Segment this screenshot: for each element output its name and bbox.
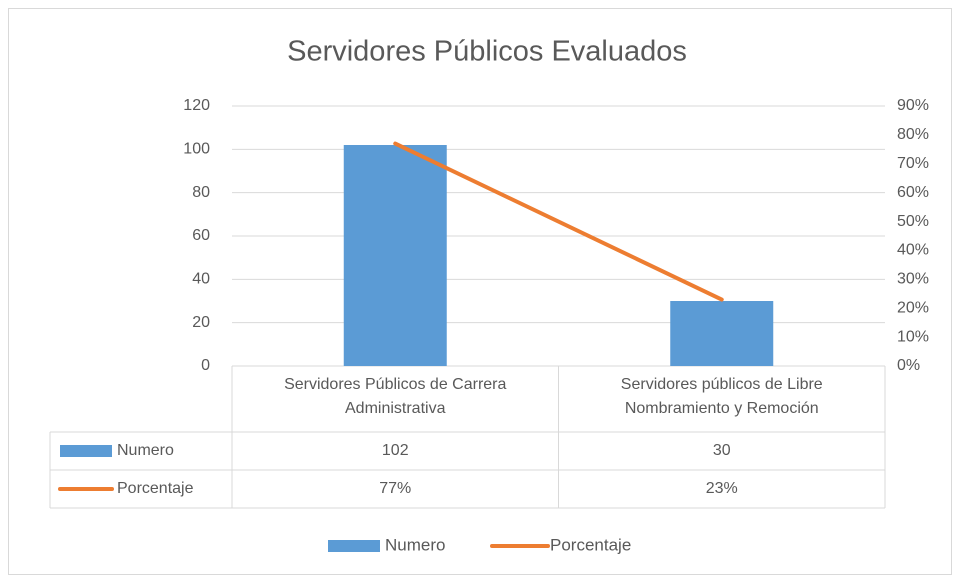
y-tick-label: 120 — [183, 97, 210, 114]
table-cell: 30 — [713, 442, 731, 459]
y2-tick-label: 30% — [897, 271, 929, 288]
y2-tick-label: 60% — [897, 184, 929, 201]
y-tick-label: 80 — [192, 184, 210, 201]
table-row-header: Porcentaje — [117, 480, 194, 497]
bar — [343, 145, 447, 366]
table-cell: 77% — [379, 480, 411, 497]
y2-tick-label: 40% — [897, 242, 929, 259]
legend-key — [60, 445, 112, 457]
table-cell: 102 — [382, 442, 409, 459]
x-tick-label: Servidores públicos de Libre Nombramient… — [620, 376, 823, 417]
chart-title: Servidores Públicos Evaluados — [287, 36, 687, 68]
y2-tick-label: 80% — [897, 126, 929, 143]
y-tick-label: 60 — [192, 227, 210, 244]
chart-border — [8, 8, 952, 575]
table-row-header: Numero — [117, 442, 174, 459]
y-tick-label: 20 — [192, 314, 210, 331]
table-cell: 23% — [706, 480, 738, 497]
y2-tick-label: 90% — [897, 97, 929, 114]
y2-tick-label: 10% — [897, 328, 929, 345]
y2-tick-label: 0% — [897, 357, 920, 374]
legend-key — [328, 540, 380, 552]
y-tick-label: 40 — [192, 271, 210, 288]
y2-tick-label: 20% — [897, 299, 929, 316]
x-tick-label: Servidores Públicos de Carrera Administr… — [284, 376, 507, 417]
y2-tick-label: 50% — [897, 213, 929, 230]
y-tick-label: 0 — [201, 357, 210, 374]
line — [393, 141, 724, 302]
bar — [670, 301, 774, 366]
y2-tick-label: 70% — [897, 155, 929, 172]
y-tick-label: 100 — [183, 141, 210, 158]
legend-label: Porcentaje — [550, 535, 631, 554]
legend-label: Numero — [385, 535, 445, 554]
